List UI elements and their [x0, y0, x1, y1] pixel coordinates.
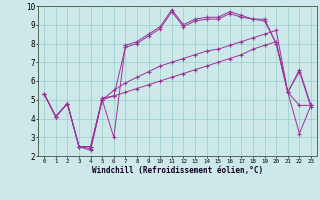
X-axis label: Windchill (Refroidissement éolien,°C): Windchill (Refroidissement éolien,°C): [92, 166, 263, 175]
